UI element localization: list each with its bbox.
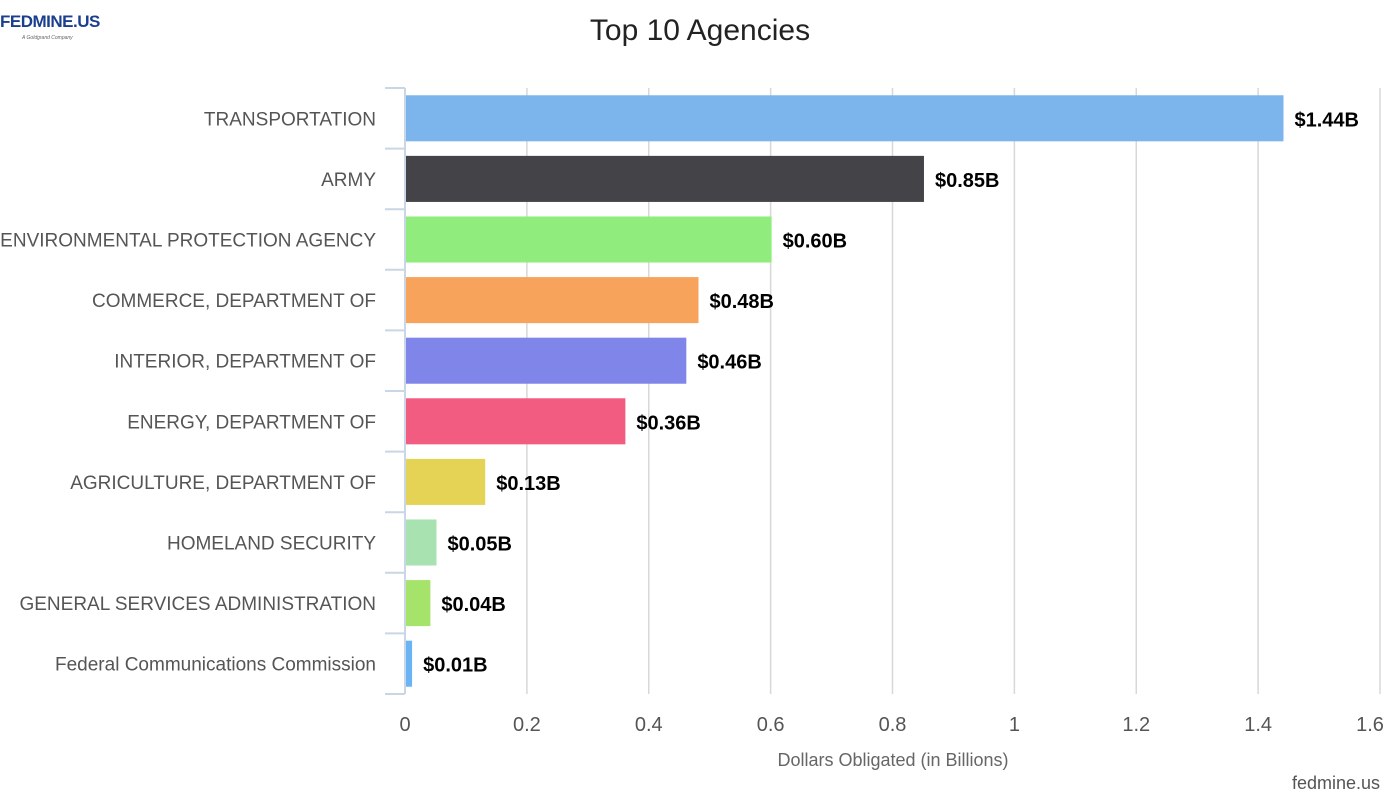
category-label: Federal Communications Commission (55, 655, 376, 676)
credit-text: fedmine.us (1291, 773, 1380, 793)
category-label: HOMELAND SECURITY (167, 534, 376, 555)
data-label: $0.48B (710, 291, 775, 313)
category-label: ARMY (321, 170, 376, 191)
category-label: INTERIOR, DEPARTMENT OF (114, 352, 376, 373)
bar[interactable] (406, 216, 772, 263)
tick-labels: 0 0.2 0.4 0.6 0.8 1 1.2 1.4 1.6 (399, 714, 1383, 736)
fedmine-logo: FEDMINE.US A Goldgrand Company (0, 2, 120, 46)
data-label: $0.60B (783, 231, 848, 253)
x-tick-label: 1 (1009, 714, 1020, 736)
logo-brand: FEDMINE.US (0, 12, 100, 31)
data-label: $0.13B (496, 473, 561, 495)
x-tick-label: 0.2 (513, 714, 541, 736)
data-label: $0.04B (441, 594, 506, 616)
bar[interactable] (406, 580, 431, 627)
x-axis-label: Dollars Obligated (in Billions) (777, 750, 1008, 770)
bar[interactable] (406, 95, 1284, 142)
x-tick-label: 0.8 (879, 714, 907, 736)
bar[interactable] (406, 640, 413, 687)
bar[interactable] (406, 519, 437, 566)
data-label: $0.85B (935, 170, 1000, 192)
bar[interactable] (406, 155, 924, 202)
data-label: $0.46B (697, 352, 762, 374)
bar[interactable] (406, 277, 699, 324)
bars (406, 95, 1284, 687)
data-label: $0.05B (447, 534, 512, 556)
x-tick-label: 0 (399, 714, 410, 736)
x-tick-label: 1.4 (1244, 714, 1272, 736)
bar[interactable] (406, 398, 626, 445)
category-label: TRANSPORTATION (204, 109, 376, 130)
data-label: $0.01B (423, 655, 488, 677)
x-tick-label: 1.6 (1356, 714, 1384, 736)
category-label: ENERGY, DEPARTMENT OF (127, 412, 376, 433)
chart-title: Top 10 Agencies (589, 14, 811, 47)
category-axis (385, 87, 406, 695)
category-label: COMMERCE, DEPARTMENT OF (92, 291, 376, 312)
category-labels: TRANSPORTATION ARMY ENVIRONMENTAL PROTECTI… (0, 109, 376, 675)
data-labels: $1.44B $0.85B $0.60B $0.48B $0.46B $0.36B $0.1… (423, 109, 1359, 676)
category-label: ENVIRONMENTAL PROTECTION AGENCY (0, 231, 376, 252)
bar[interactable] (406, 337, 687, 384)
x-tick-label: 0.4 (635, 714, 663, 736)
data-label: $1.44B (1295, 109, 1360, 131)
x-tick-label: 0.6 (757, 714, 785, 736)
category-label: GENERAL SERVICES ADMINISTRATION (19, 594, 376, 615)
data-label: $0.36B (636, 412, 701, 434)
category-label: AGRICULTURE, DEPARTMENT OF (70, 473, 376, 494)
x-tick-label: 1.2 (1122, 714, 1150, 736)
bar[interactable] (406, 458, 486, 505)
logo-tagline: A Goldgrand Company (22, 35, 73, 41)
